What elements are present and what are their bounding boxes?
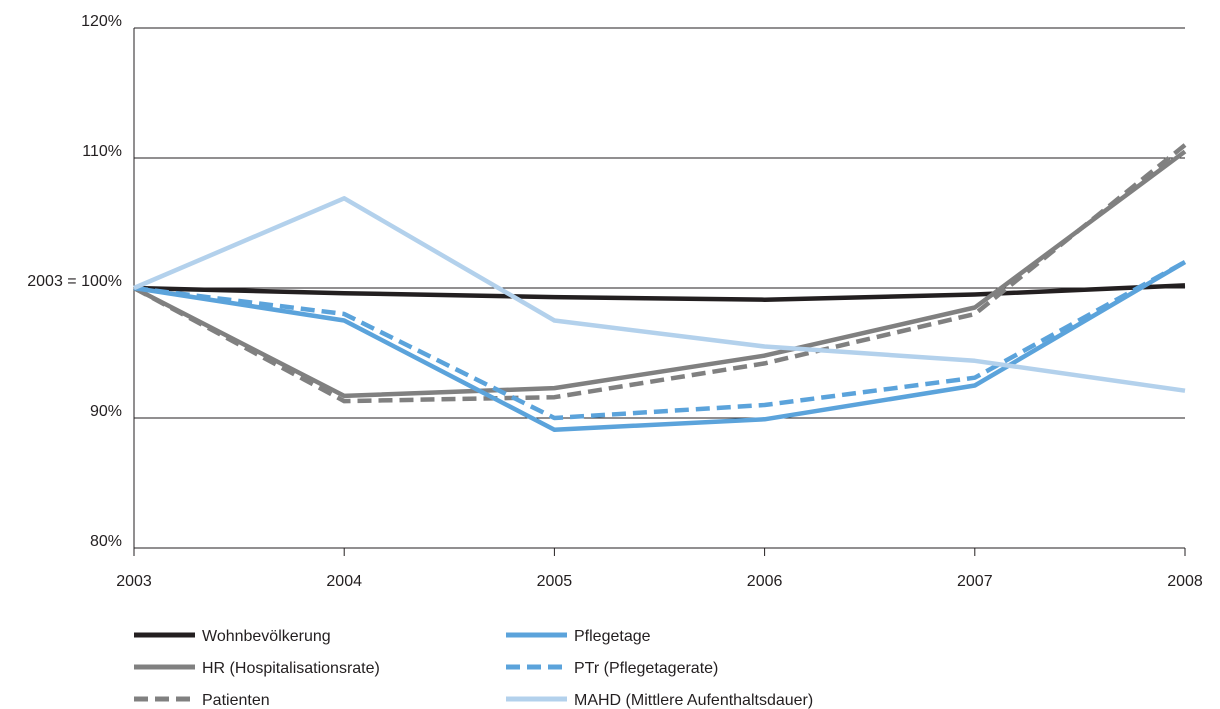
series-line	[132, 143, 1187, 404]
legend-label: MAHD (Mittlere Aufenthaltsdauer)	[574, 692, 813, 709]
y-tick-label: 110%	[82, 143, 122, 160]
x-tick-label: 2005	[537, 573, 573, 590]
x-tick-label: 2003	[116, 573, 152, 590]
x-tick-label: 2004	[326, 573, 362, 590]
y-tick-label: 90%	[90, 403, 122, 420]
y-axis-tick-labels: 120% 110% 2003 = 100% 90% 80%	[27, 13, 122, 550]
y-tick-label: 80%	[90, 533, 122, 550]
gridlines	[134, 27, 1185, 549]
x-tick-label: 2008	[1167, 573, 1203, 590]
y-tick-label: 120%	[81, 13, 122, 30]
series-line	[133, 196, 1186, 393]
series-line	[132, 149, 1187, 399]
legend-label: PTr (Pflegetagerate)	[574, 660, 718, 677]
legend-label: Pflegetage	[574, 628, 651, 645]
legend-label: Patienten	[202, 692, 270, 709]
series-line	[133, 260, 1187, 421]
series-line	[133, 260, 1187, 432]
legend-label: HR (Hospitalisationsrate)	[202, 660, 380, 677]
x-tick-label: 2007	[957, 573, 993, 590]
legend: Wohnbevölkerung HR (Hospitalisationsrate)…	[134, 628, 813, 709]
x-tick-label: 2006	[747, 573, 783, 590]
legend-label: Wohnbevölkerung	[202, 628, 331, 645]
series-line	[133, 283, 1186, 302]
y-tick-label: 2003 = 100%	[27, 273, 122, 290]
series-lines	[132, 143, 1187, 432]
